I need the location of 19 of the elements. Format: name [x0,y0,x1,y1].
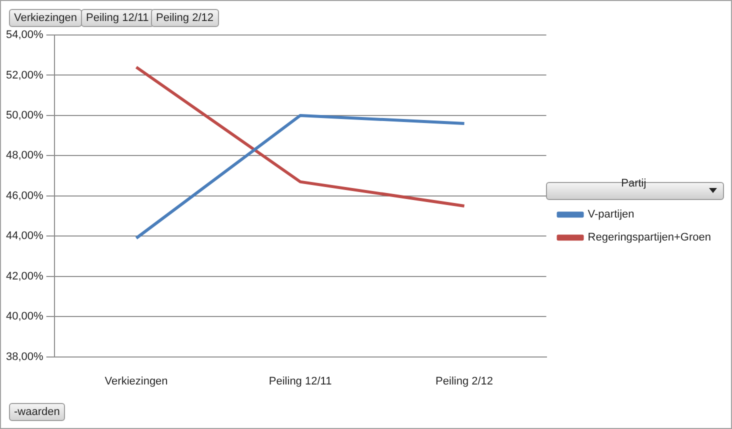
text: Peiling 12/11 [81,9,154,27]
y-tick-label: 42,00% [6,270,44,282]
legend-label: Regeringspartijen+Groen [588,232,712,244]
text: -waarden [9,403,65,421]
y-tick-label: 46,00% [6,190,44,202]
text: Peiling 2/12 [151,9,218,27]
y-tick-label: 52,00% [6,69,44,82]
legend-title: Partij [621,177,646,190]
text: Verkiezingen [9,9,82,27]
y-tick-label: 38,00% [6,350,44,363]
legend-label: V-partijen [588,208,634,221]
x-tick-label: Peiling 12/11 [268,375,332,388]
y-tick-label: 48,00% [6,150,44,162]
y-tick-label: 54,00% [6,29,44,42]
y-tick-label: 40,00% [6,310,44,323]
y-tick-label: 50,00% [6,109,44,122]
x-tick-label: Verkiezingen [104,375,168,388]
x-tick-label: Peiling 2/12 [436,375,494,388]
y-tick-label: 44,00% [6,230,44,242]
